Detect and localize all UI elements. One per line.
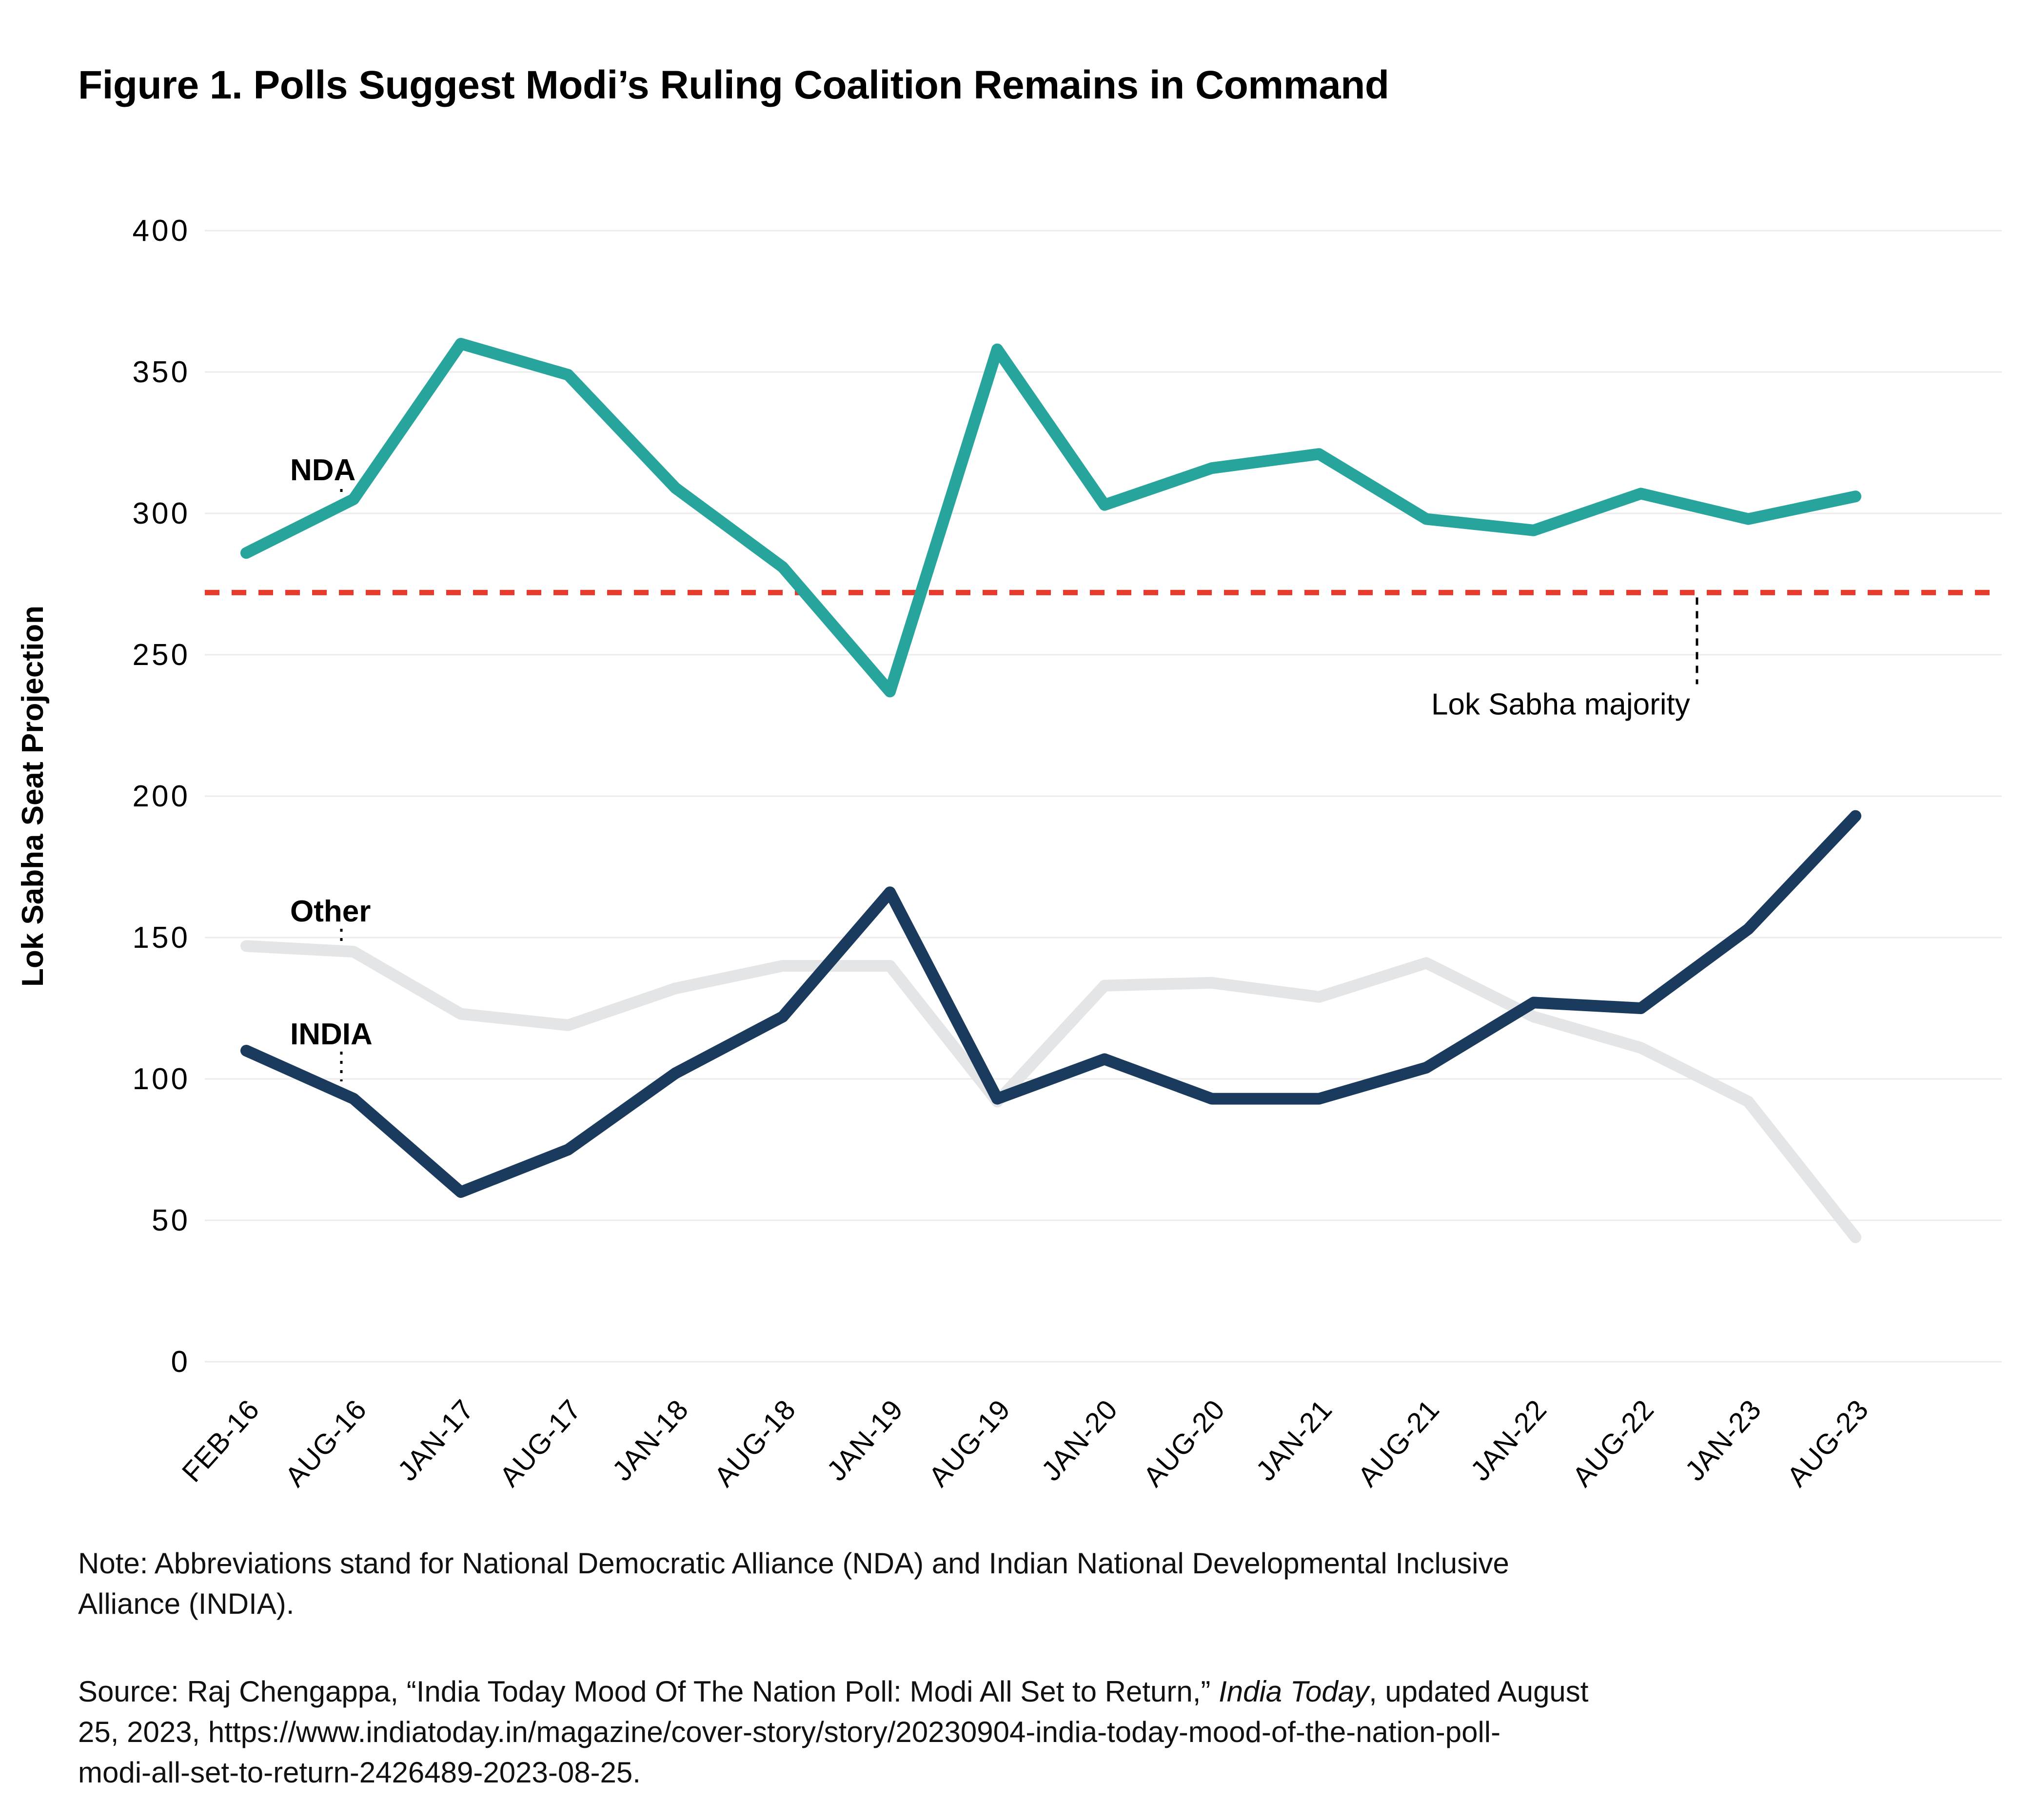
x-axis-tick-label: JAN-21 (1250, 1393, 1339, 1487)
source-line-2: 25, 2023, https://www.indiatoday.in/maga… (78, 1716, 1501, 1748)
source-line-1-pre: Source: Raj Chengappa, “India Today Mood… (78, 1675, 1219, 1708)
x-axis-tick-label: JAN-18 (606, 1393, 695, 1487)
y-axis-tick-label: 300 (133, 497, 190, 530)
x-axis-tick-label: JAN-19 (821, 1393, 909, 1487)
note-line-1: Note: Abbreviations stand for National D… (78, 1547, 1509, 1580)
x-axis-tick-label: AUG-17 (493, 1393, 588, 1493)
figure-title: Figure 1. Polls Suggest Modi’s Ruling Co… (78, 63, 1389, 107)
x-axis-tick-label: AUG-23 (1781, 1393, 1875, 1493)
source-text: Source: Raj Chengappa, “India Today Mood… (78, 1671, 1980, 1793)
series-label-Other: Other (290, 895, 371, 928)
x-axis-tick-label: JAN-22 (1464, 1393, 1553, 1487)
series-line-NDA (240, 338, 1861, 698)
majority-label: Lok Sabha majority (1431, 687, 1690, 721)
series-line-Other (240, 940, 1861, 1243)
y-axis-tick-label: 100 (133, 1062, 190, 1096)
y-axis-tick-label: 400 (133, 214, 190, 248)
x-axis-tick-label: JAN-23 (1679, 1393, 1768, 1487)
source-line-3: modi-all-set-to-return-2426489-2023-08-2… (78, 1756, 641, 1789)
series-label-INDIA: INDIA (290, 1018, 373, 1051)
x-axis-tick-label: AUG-19 (923, 1393, 1017, 1493)
y-axis-tick-label: 50 (152, 1204, 190, 1237)
note-text: Note: Abbreviations stand for National D… (78, 1543, 1980, 1624)
series-label-NDA: NDA (290, 453, 355, 487)
y-axis-tick-label: 150 (133, 921, 190, 955)
x-axis-tick-label: FEB-16 (176, 1393, 266, 1488)
x-axis-tick-label: JAN-17 (392, 1393, 480, 1487)
y-axis-tick-label: 200 (133, 780, 190, 813)
x-axis-tick-label: JAN-20 (1035, 1393, 1124, 1487)
source-publication-name: India Today (1219, 1675, 1369, 1708)
y-axis-title: Lok Sabha Seat Projection (16, 606, 50, 987)
chart-area: 0 50 100 150 200 250 300 350 400 FEB-16 AUG-16 JAN-… (0, 180, 2032, 1546)
x-axis-tick-label: AUG-21 (1352, 1393, 1446, 1493)
y-axis-tick-label: 0 (171, 1345, 190, 1379)
x-axis-tick-label: AUG-20 (1137, 1393, 1231, 1493)
y-axis-tick-label: 350 (133, 355, 190, 389)
series-line-INDIA (240, 810, 1861, 1198)
y-axis-tick-label: 250 (133, 638, 190, 672)
note-line-2: Alliance (INDIA). (78, 1587, 295, 1620)
x-axis-tick-label: AUG-18 (708, 1393, 802, 1493)
x-axis-tick-label: AUG-16 (279, 1393, 373, 1493)
x-axis-tick-label: AUG-22 (1566, 1393, 1660, 1493)
source-line-1-post: , updated August (1369, 1675, 1589, 1708)
